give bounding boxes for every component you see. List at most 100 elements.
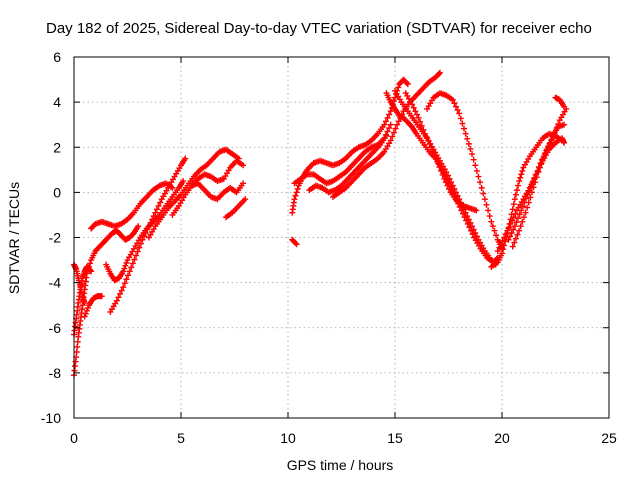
data-point	[120, 268, 127, 275]
data-point	[516, 227, 523, 234]
data-point	[448, 179, 455, 186]
x-tick-label: 5	[177, 430, 185, 446]
data-point	[135, 223, 142, 230]
data-point	[502, 231, 509, 238]
data-point	[417, 118, 424, 125]
data-point	[493, 232, 500, 239]
data-point	[470, 226, 477, 233]
series-track-a	[71, 223, 142, 379]
data-point	[136, 244, 143, 251]
data-point	[128, 264, 135, 271]
series-track-l	[289, 236, 300, 248]
data-point	[520, 214, 527, 221]
data-point	[117, 290, 124, 297]
data-point	[481, 196, 488, 203]
data-point	[394, 121, 401, 128]
data-point	[464, 213, 471, 220]
data-point	[133, 252, 140, 259]
data-point	[461, 125, 468, 132]
data-point	[434, 160, 441, 167]
data-point	[121, 280, 128, 287]
x-tick-label: 0	[70, 430, 78, 446]
data-point	[467, 219, 474, 226]
data-point	[387, 121, 394, 128]
data-point	[467, 145, 474, 152]
data-point	[508, 229, 515, 236]
data-point	[505, 224, 512, 231]
data-point	[403, 79, 410, 86]
data-point	[74, 338, 81, 345]
data-point	[395, 84, 402, 91]
data-point	[423, 134, 430, 141]
data-point	[182, 155, 189, 162]
series-track-p	[329, 69, 443, 200]
data-point	[509, 243, 516, 250]
data-point	[509, 206, 516, 213]
y-axis-label: SDTVAR / TECUs	[6, 182, 22, 294]
data-point	[472, 229, 479, 236]
data-point	[501, 234, 508, 241]
data-point	[469, 151, 476, 158]
data-point	[384, 128, 391, 135]
y-tick-label: 2	[53, 139, 61, 155]
series-track-f	[103, 178, 187, 284]
data-point	[465, 140, 472, 147]
data-point	[538, 160, 545, 167]
data-point	[446, 175, 453, 182]
data-point	[384, 114, 391, 121]
data-point	[291, 196, 298, 203]
data-point	[456, 110, 463, 117]
data-point	[240, 162, 247, 169]
data-point	[480, 190, 487, 197]
data-point	[511, 223, 518, 230]
data-point	[87, 260, 94, 267]
data-point	[134, 248, 141, 255]
x-tick-label: 15	[387, 430, 403, 446]
data-point	[425, 137, 432, 144]
data-point	[543, 147, 550, 154]
data-point	[469, 223, 476, 230]
data-point	[465, 216, 472, 223]
data-point	[431, 152, 438, 159]
data-point	[472, 162, 479, 169]
y-tick-label: 4	[53, 94, 61, 110]
data-point	[478, 184, 485, 191]
data-point	[449, 96, 456, 103]
y-tick-label: 6	[53, 49, 61, 65]
data-point	[553, 127, 560, 134]
data-point	[551, 130, 558, 137]
data-point	[137, 240, 144, 247]
series-track-d	[81, 293, 105, 320]
data-point	[561, 121, 568, 128]
data-point	[464, 135, 471, 142]
data-point	[513, 219, 520, 226]
data-point	[549, 134, 556, 141]
data-point	[429, 148, 436, 155]
data-point	[451, 185, 458, 192]
data-point	[293, 189, 300, 196]
data-point	[517, 223, 524, 230]
data-point	[536, 164, 543, 171]
data-point	[386, 125, 393, 132]
data-point	[540, 155, 547, 162]
data-point	[489, 223, 496, 230]
data-point	[82, 310, 89, 317]
data-point	[509, 217, 516, 224]
data-point	[436, 163, 443, 170]
axis-ticks: 0 5 10 15 20 25 -10 -8 -6 -4 -2 0 2 4 6	[41, 49, 617, 446]
data-point	[522, 209, 529, 216]
data-point	[519, 167, 526, 174]
data-point	[389, 133, 396, 140]
data-point	[125, 272, 132, 279]
x-axis-label: GPS time / hours	[287, 457, 394, 473]
data-point	[147, 219, 154, 226]
data-point	[409, 101, 416, 108]
data-point	[387, 108, 394, 115]
data-point	[462, 209, 469, 216]
data-point	[73, 349, 80, 356]
series-track-k	[222, 196, 249, 221]
data-point	[513, 187, 520, 194]
data-point	[524, 204, 531, 211]
data-point	[436, 69, 443, 76]
series-track-m	[289, 76, 411, 216]
